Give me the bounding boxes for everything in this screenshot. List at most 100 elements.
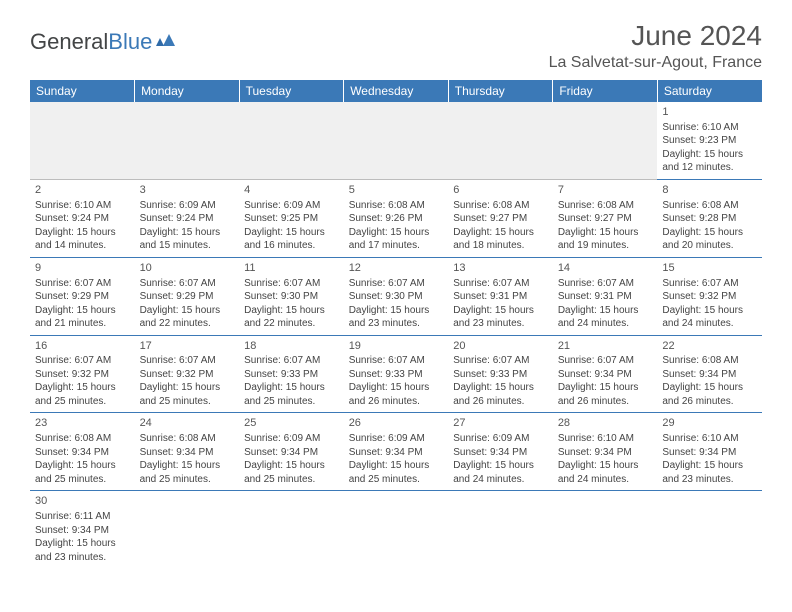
calendar-cell <box>448 102 553 179</box>
sunset-text: Sunset: 9:33 PM <box>349 368 444 382</box>
sunrise-text: Sunrise: 6:08 AM <box>35 432 130 446</box>
sunset-text: Sunset: 9:34 PM <box>662 368 757 382</box>
day-number: 22 <box>662 339 757 354</box>
sunset-text: Sunset: 9:34 PM <box>35 524 130 538</box>
sunset-text: Sunset: 9:31 PM <box>453 290 548 304</box>
sunrise-text: Sunrise: 6:10 AM <box>35 199 130 213</box>
calendar-cell: 3Sunrise: 6:09 AMSunset: 9:24 PMDaylight… <box>135 179 240 257</box>
sunrise-text: Sunrise: 6:07 AM <box>662 277 757 291</box>
sunrise-text: Sunrise: 6:08 AM <box>662 354 757 368</box>
day-number: 27 <box>453 416 548 431</box>
daylight-text: Daylight: 15 hours <box>244 226 339 240</box>
daylight-text: Daylight: 15 hours <box>558 381 653 395</box>
calendar-table: Sunday Monday Tuesday Wednesday Thursday… <box>30 80 762 568</box>
sunrise-text: Sunrise: 6:07 AM <box>140 277 235 291</box>
calendar-cell: 19Sunrise: 6:07 AMSunset: 9:33 PMDayligh… <box>344 335 449 413</box>
sunset-text: Sunset: 9:29 PM <box>35 290 130 304</box>
calendar-head: Sunday Monday Tuesday Wednesday Thursday… <box>30 80 762 102</box>
daylight-text: Daylight: 15 hours <box>558 459 653 473</box>
calendar-cell: 2Sunrise: 6:10 AMSunset: 9:24 PMDaylight… <box>30 179 135 257</box>
daylight-text: Daylight: 15 hours <box>662 381 757 395</box>
calendar-cell: 16Sunrise: 6:07 AMSunset: 9:32 PMDayligh… <box>30 335 135 413</box>
daylight-text: and 24 minutes. <box>558 317 653 331</box>
daylight-text: and 25 minutes. <box>349 473 444 487</box>
daylight-text: and 25 minutes. <box>35 473 130 487</box>
day-number: 8 <box>662 183 757 198</box>
daylight-text: Daylight: 15 hours <box>140 381 235 395</box>
logo: GeneralBlue <box>30 28 178 56</box>
sunset-text: Sunset: 9:31 PM <box>558 290 653 304</box>
day-number: 25 <box>244 416 339 431</box>
day-number: 20 <box>453 339 548 354</box>
daylight-text: and 23 minutes. <box>662 473 757 487</box>
sunrise-text: Sunrise: 6:07 AM <box>453 354 548 368</box>
logo-text-blue: Blue <box>108 29 152 55</box>
sunrise-text: Sunrise: 6:08 AM <box>349 199 444 213</box>
daylight-text: and 21 minutes. <box>35 317 130 331</box>
daylight-text: Daylight: 15 hours <box>349 226 444 240</box>
sunrise-text: Sunrise: 6:09 AM <box>349 432 444 446</box>
dayname-tue: Tuesday <box>239 80 344 102</box>
sunrise-text: Sunrise: 6:08 AM <box>453 199 548 213</box>
sunset-text: Sunset: 9:24 PM <box>140 212 235 226</box>
daylight-text: and 26 minutes. <box>558 395 653 409</box>
daylight-text: and 26 minutes. <box>453 395 548 409</box>
daylight-text: Daylight: 15 hours <box>349 304 444 318</box>
sunset-text: Sunset: 9:24 PM <box>35 212 130 226</box>
calendar-cell: 24Sunrise: 6:08 AMSunset: 9:34 PMDayligh… <box>135 413 240 491</box>
sunrise-text: Sunrise: 6:08 AM <box>662 199 757 213</box>
day-number: 2 <box>35 183 130 198</box>
day-number: 14 <box>558 261 653 276</box>
sunrise-text: Sunrise: 6:07 AM <box>244 354 339 368</box>
day-number: 12 <box>349 261 444 276</box>
calendar-cell: 21Sunrise: 6:07 AMSunset: 9:34 PMDayligh… <box>553 335 658 413</box>
calendar-cell: 12Sunrise: 6:07 AMSunset: 9:30 PMDayligh… <box>344 257 449 335</box>
day-number: 13 <box>453 261 548 276</box>
daylight-text: and 14 minutes. <box>35 239 130 253</box>
calendar-body: 1Sunrise: 6:10 AMSunset: 9:23 PMDaylight… <box>30 102 762 568</box>
calendar-cell: 30Sunrise: 6:11 AMSunset: 9:34 PMDayligh… <box>30 491 135 568</box>
daylight-text: Daylight: 15 hours <box>662 226 757 240</box>
day-number: 23 <box>35 416 130 431</box>
calendar-cell: 5Sunrise: 6:08 AMSunset: 9:26 PMDaylight… <box>344 179 449 257</box>
day-number: 7 <box>558 183 653 198</box>
sunrise-text: Sunrise: 6:07 AM <box>558 277 653 291</box>
day-number: 21 <box>558 339 653 354</box>
sunset-text: Sunset: 9:34 PM <box>35 446 130 460</box>
daylight-text: Daylight: 15 hours <box>349 459 444 473</box>
calendar-cell: 28Sunrise: 6:10 AMSunset: 9:34 PMDayligh… <box>553 413 658 491</box>
daylight-text: Daylight: 15 hours <box>558 304 653 318</box>
daylight-text: and 24 minutes. <box>453 473 548 487</box>
sunset-text: Sunset: 9:32 PM <box>140 368 235 382</box>
calendar-cell <box>135 491 240 568</box>
sunrise-text: Sunrise: 6:07 AM <box>558 354 653 368</box>
daylight-text: and 23 minutes. <box>349 317 444 331</box>
daylight-text: Daylight: 15 hours <box>140 304 235 318</box>
sunset-text: Sunset: 9:30 PM <box>244 290 339 304</box>
dayname-fri: Friday <box>553 80 658 102</box>
day-number: 9 <box>35 261 130 276</box>
day-number: 1 <box>662 105 757 120</box>
sunrise-text: Sunrise: 6:08 AM <box>558 199 653 213</box>
daylight-text: Daylight: 15 hours <box>453 304 548 318</box>
sunset-text: Sunset: 9:26 PM <box>349 212 444 226</box>
sunrise-text: Sunrise: 6:10 AM <box>662 432 757 446</box>
daylight-text: and 25 minutes. <box>140 395 235 409</box>
daylight-text: and 26 minutes. <box>662 395 757 409</box>
sunrise-text: Sunrise: 6:11 AM <box>35 510 130 524</box>
sunrise-text: Sunrise: 6:07 AM <box>244 277 339 291</box>
daylight-text: and 22 minutes. <box>244 317 339 331</box>
sunrise-text: Sunrise: 6:09 AM <box>244 432 339 446</box>
sunset-text: Sunset: 9:34 PM <box>453 446 548 460</box>
calendar-cell: 10Sunrise: 6:07 AMSunset: 9:29 PMDayligh… <box>135 257 240 335</box>
sunset-text: Sunset: 9:34 PM <box>349 446 444 460</box>
daylight-text: Daylight: 15 hours <box>349 381 444 395</box>
daylight-text: Daylight: 15 hours <box>140 459 235 473</box>
daylight-text: and 23 minutes. <box>35 551 130 565</box>
calendar-cell: 26Sunrise: 6:09 AMSunset: 9:34 PMDayligh… <box>344 413 449 491</box>
sunset-text: Sunset: 9:28 PM <box>662 212 757 226</box>
calendar-cell <box>239 102 344 179</box>
calendar-cell <box>344 491 449 568</box>
day-number: 4 <box>244 183 339 198</box>
daylight-text: Daylight: 15 hours <box>662 304 757 318</box>
